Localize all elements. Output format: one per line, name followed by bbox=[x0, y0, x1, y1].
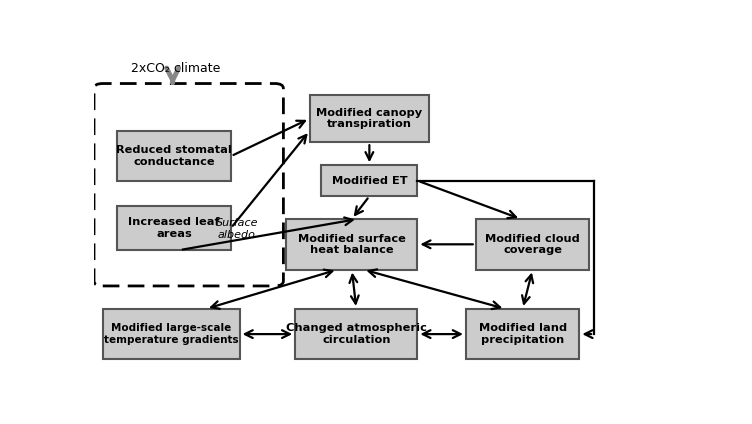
FancyBboxPatch shape bbox=[476, 219, 590, 270]
Text: Increased leaf
areas: Increased leaf areas bbox=[129, 217, 220, 239]
FancyBboxPatch shape bbox=[465, 309, 580, 360]
Text: Modified land
precipitation: Modified land precipitation bbox=[478, 324, 567, 345]
Text: Changed atmospheric
circulation: Changed atmospheric circulation bbox=[286, 324, 426, 345]
Text: Modified large-scale
temperature gradients: Modified large-scale temperature gradien… bbox=[104, 324, 238, 345]
FancyBboxPatch shape bbox=[310, 95, 429, 142]
Text: Reduced stomatal
conductance: Reduced stomatal conductance bbox=[117, 145, 232, 167]
Text: Modified canopy
transpiration: Modified canopy transpiration bbox=[317, 108, 423, 129]
FancyBboxPatch shape bbox=[287, 219, 417, 270]
FancyBboxPatch shape bbox=[103, 309, 240, 360]
FancyBboxPatch shape bbox=[117, 206, 231, 250]
FancyBboxPatch shape bbox=[117, 131, 231, 181]
Text: Surface
albedo: Surface albedo bbox=[216, 218, 258, 240]
Text: 2xCO₂ climate: 2xCO₂ climate bbox=[131, 62, 220, 75]
Text: Modified ET: Modified ET bbox=[332, 176, 407, 186]
Text: Modified cloud
coverage: Modified cloud coverage bbox=[485, 234, 580, 255]
Text: Modified surface
heat balance: Modified surface heat balance bbox=[298, 234, 406, 255]
FancyBboxPatch shape bbox=[295, 309, 417, 360]
FancyBboxPatch shape bbox=[321, 165, 417, 196]
